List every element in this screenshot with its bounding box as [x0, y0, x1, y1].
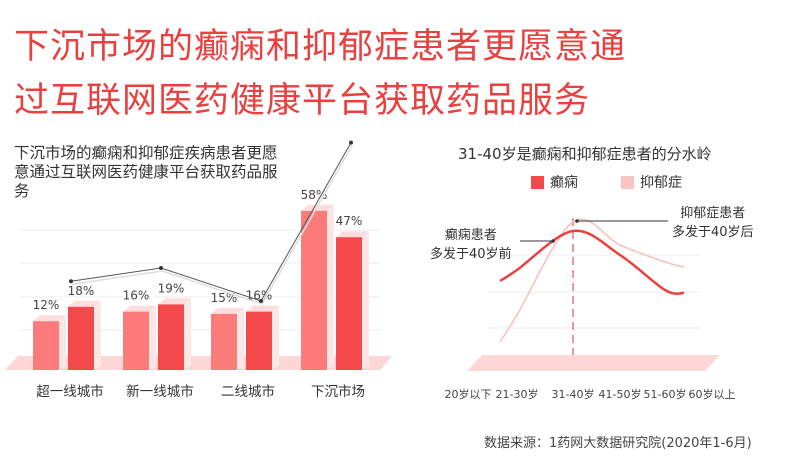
- annotation-point: [551, 239, 555, 243]
- annotation-text: 抑郁症患者: [680, 206, 746, 221]
- data-source: 数据来源：1药网大数据研究院(2020年1-6月): [484, 436, 752, 451]
- chart-floor: [467, 355, 720, 371]
- legend-swatch-epilepsy: [531, 175, 544, 189]
- bar: [68, 306, 94, 370]
- chart-floor: [5, 356, 392, 370]
- x-tick-label: 31-40岁: [552, 387, 595, 401]
- bar: [336, 237, 362, 370]
- annotation-point: [575, 219, 579, 223]
- bar-top: [123, 305, 156, 312]
- line-depression: [499, 218, 685, 343]
- bar-side: [184, 298, 191, 370]
- annotation-text: 癫痫患者: [444, 228, 497, 243]
- annotation-epilepsy: 癫痫患者多发于40岁前: [430, 226, 512, 264]
- legend-swatch-depression: [621, 175, 634, 189]
- bar: [158, 304, 184, 370]
- left-chart-title: 下沉市场的癫痫和抑郁症疾病患者更愿意通过互联网医药健康平台获取药品服务: [14, 144, 278, 200]
- bar-top: [336, 231, 369, 238]
- bar: [301, 210, 327, 370]
- data-label: 47%: [336, 214, 363, 228]
- data-label: 18%: [68, 284, 95, 298]
- legend-epilepsy: 癫痫: [531, 172, 578, 192]
- trend-line: [70, 142, 352, 302]
- bar-side: [272, 305, 279, 370]
- bar: [33, 321, 59, 370]
- page-title-line1: 下沉市场的癫痫和抑郁症患者更愿意通: [14, 27, 627, 67]
- x-tick-label: 51-60岁: [644, 387, 687, 401]
- x-tick-label: 41-50岁: [599, 387, 642, 401]
- bar-top: [158, 298, 191, 305]
- x-tick-label: 超一线城市: [36, 383, 104, 400]
- annotation-text: 多发于40岁前: [430, 247, 512, 262]
- bar-top: [68, 300, 101, 307]
- bar: [211, 314, 237, 370]
- data-label: 19%: [158, 281, 185, 295]
- legend-label: 癫痫: [550, 175, 578, 191]
- page-title-line2: 过互联网医药健康平台获取药品服务: [14, 81, 591, 121]
- annotation-depression: 抑郁症患者多发于40岁后: [672, 204, 754, 242]
- data-label: 15%: [211, 291, 238, 305]
- legend-depression: 抑郁症: [621, 172, 682, 192]
- legend-label: 抑郁症: [640, 175, 682, 191]
- bar: [123, 311, 149, 370]
- trend-point: [69, 279, 73, 284]
- bar-side: [149, 305, 156, 370]
- trend-point: [259, 299, 263, 303]
- annotation-text: 多发于40岁后: [672, 225, 754, 240]
- x-tick-label: 二线城市: [221, 383, 275, 400]
- bar-side: [59, 315, 66, 370]
- bar-top: [211, 308, 244, 314]
- data-label: 58%: [301, 188, 328, 202]
- bar-top: [246, 305, 279, 312]
- x-tick-label: 20岁以下: [445, 387, 492, 401]
- trend-point: [159, 266, 163, 270]
- bar-side: [237, 308, 244, 370]
- right-chart-title: 31-40岁是癫痫和抑郁症患者的分水岭: [458, 145, 712, 163]
- x-tick-label: 下沉市场: [311, 383, 365, 400]
- bar-side: [94, 300, 101, 370]
- data-label: 12%: [33, 298, 60, 312]
- bar-side: [327, 204, 334, 370]
- line-epilepsy: [499, 229, 685, 295]
- x-tick-label: 21-30岁: [496, 387, 539, 401]
- trend-point: [349, 140, 353, 145]
- data-label: 16%: [123, 289, 150, 303]
- bar: [246, 311, 272, 370]
- bar-side: [362, 231, 369, 370]
- bar-top: [33, 315, 66, 322]
- x-tick-label: 新一线城市: [126, 383, 194, 400]
- x-tick-label: 60岁以上: [689, 387, 736, 401]
- trend-line-shadow: [71, 145, 353, 305]
